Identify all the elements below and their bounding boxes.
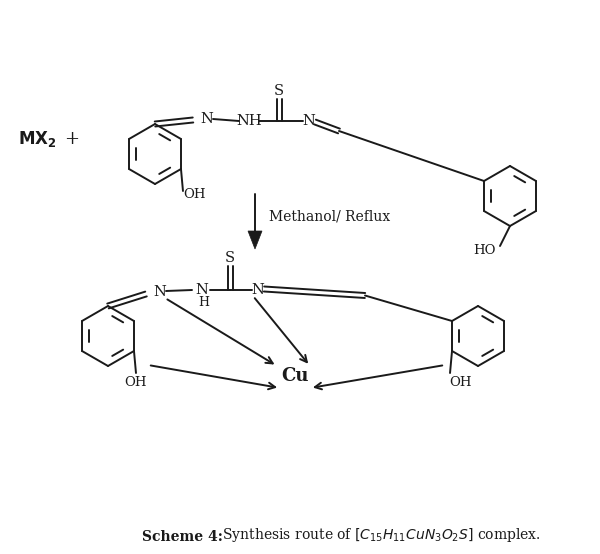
Text: N: N: [196, 283, 208, 297]
Text: S: S: [225, 251, 235, 265]
Polygon shape: [248, 231, 262, 249]
Text: $\mathbf{MX_2}$: $\mathbf{MX_2}$: [18, 129, 56, 149]
Text: H: H: [199, 295, 209, 309]
Text: N: N: [200, 112, 214, 126]
Text: Synthesis route of $[C_{15}H_{11}CuN_3O_2S]$ complex.: Synthesis route of $[C_{15}H_{11}CuN_3O_…: [218, 526, 541, 544]
Text: OH: OH: [184, 188, 206, 202]
Text: OH: OH: [449, 377, 471, 389]
Text: Methanol/ Reflux: Methanol/ Reflux: [269, 209, 391, 223]
Text: Cu: Cu: [281, 367, 309, 385]
Text: N: N: [154, 285, 166, 299]
Text: NH: NH: [236, 114, 262, 128]
Text: N: N: [251, 283, 265, 297]
Text: S: S: [274, 84, 284, 98]
Text: HO: HO: [473, 244, 495, 258]
Text: N: N: [302, 114, 316, 128]
Text: OH: OH: [125, 377, 147, 389]
Text: Scheme 4:: Scheme 4:: [142, 530, 223, 544]
Text: +: +: [65, 130, 79, 148]
